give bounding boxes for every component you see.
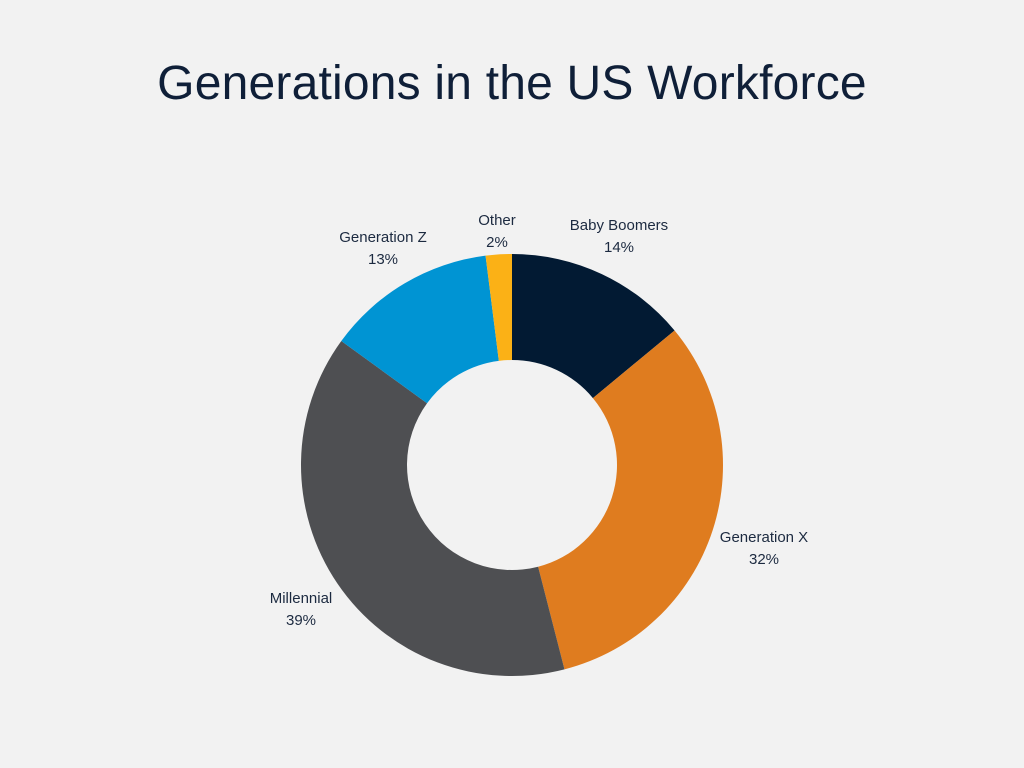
chart-title: Generations in the US Workforce: [157, 57, 867, 110]
slice-other: [485, 254, 512, 361]
slice-label-value: 13%: [368, 251, 398, 268]
slice-label-name: Other: [478, 212, 516, 229]
slice-millennial: [301, 340, 565, 676]
slice-label-value: 2%: [486, 234, 508, 251]
slice-baby-boomers: [512, 254, 675, 399]
slice-label-value: 14%: [604, 239, 634, 256]
slice-label-name: Millennial: [270, 590, 333, 607]
slice-label-name: Generation Z: [339, 229, 427, 246]
slice-label-name: Generation X: [720, 529, 808, 546]
slice-labels: Baby Boomers 14% Generation X 32% Millennial…: [270, 212, 808, 629]
slice-label-value: 39%: [286, 612, 316, 629]
slice-generation-x: [538, 330, 724, 670]
slice-label-name: Baby Boomers: [570, 217, 668, 234]
slice-generation-z: [341, 255, 499, 404]
donut-slices: [301, 254, 724, 676]
slice-label-value: 32%: [749, 551, 779, 568]
